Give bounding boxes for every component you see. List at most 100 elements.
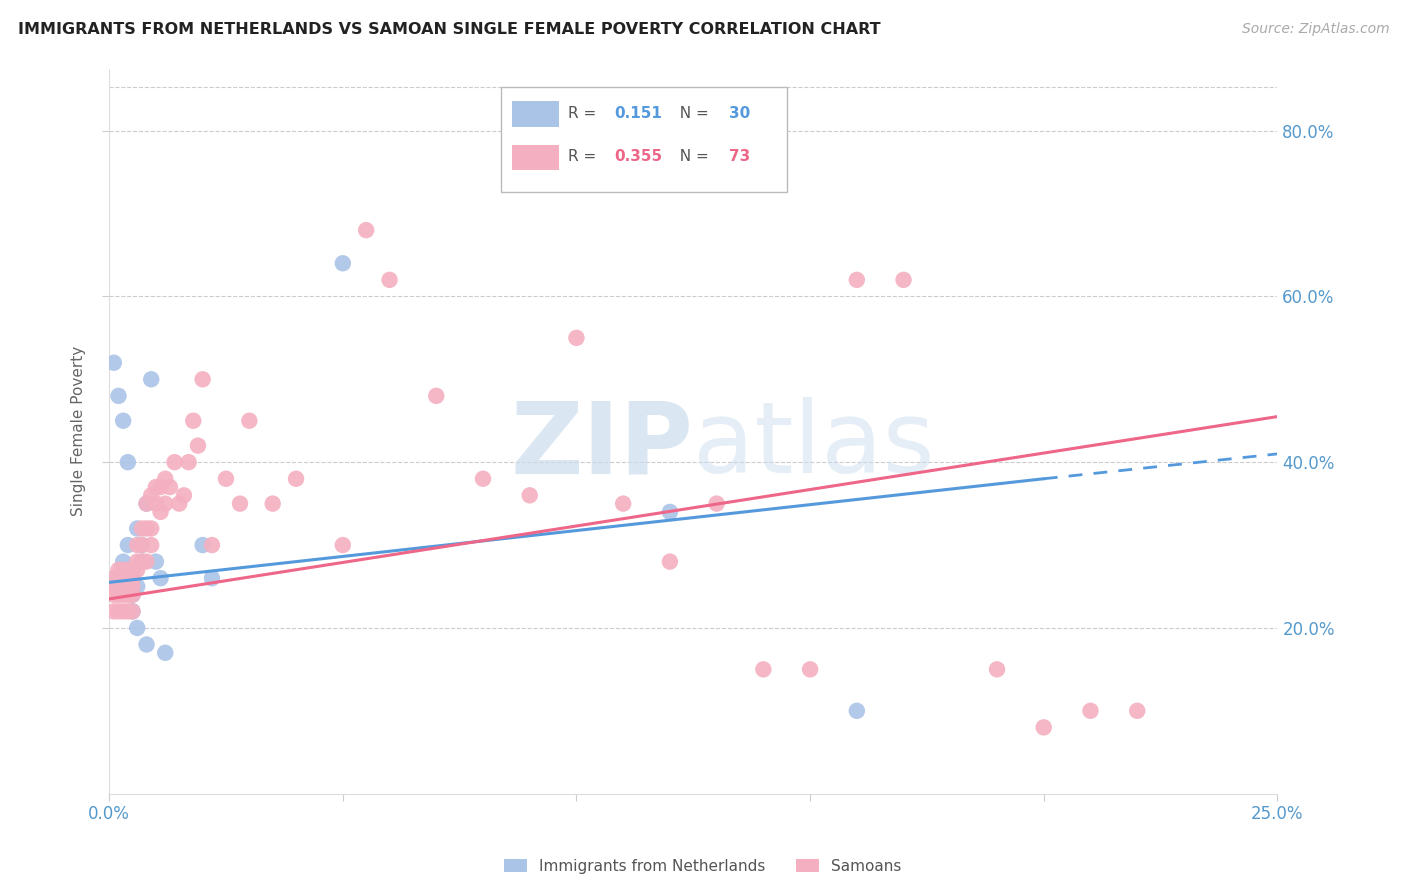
- Point: [285, 472, 308, 486]
- Point: [107, 579, 129, 593]
- Point: [141, 521, 163, 535]
- Point: [121, 579, 143, 593]
- Point: [191, 538, 214, 552]
- Point: [187, 439, 209, 453]
- Point: [191, 372, 214, 386]
- Point: [112, 604, 135, 618]
- Point: [163, 455, 186, 469]
- Point: [127, 521, 149, 535]
- Point: [103, 588, 125, 602]
- Point: [155, 472, 177, 486]
- Point: [107, 604, 129, 618]
- Text: 30: 30: [730, 106, 751, 121]
- Point: [986, 662, 1008, 676]
- Point: [155, 497, 177, 511]
- Point: [117, 563, 139, 577]
- Point: [103, 356, 125, 370]
- Point: [845, 273, 868, 287]
- Y-axis label: Single Female Poverty: Single Female Poverty: [72, 346, 86, 516]
- Point: [103, 571, 125, 585]
- Point: [658, 505, 681, 519]
- Point: [117, 579, 139, 593]
- Point: [201, 571, 224, 585]
- Point: [127, 579, 149, 593]
- Point: [845, 704, 868, 718]
- Point: [121, 588, 143, 602]
- Point: [127, 563, 149, 577]
- Point: [117, 588, 139, 602]
- Point: [103, 579, 125, 593]
- Point: [131, 538, 153, 552]
- Point: [262, 497, 284, 511]
- Point: [706, 497, 728, 511]
- Point: [141, 488, 163, 502]
- FancyBboxPatch shape: [501, 87, 787, 192]
- Text: R =: R =: [568, 150, 602, 164]
- Point: [135, 497, 157, 511]
- Point: [135, 555, 157, 569]
- Point: [103, 604, 125, 618]
- Point: [112, 563, 135, 577]
- Point: [145, 497, 167, 511]
- Point: [131, 555, 153, 569]
- Point: [1080, 704, 1102, 718]
- Point: [135, 638, 157, 652]
- Point: [121, 571, 143, 585]
- Point: [112, 588, 135, 602]
- Point: [121, 604, 143, 618]
- Point: [131, 538, 153, 552]
- Point: [112, 579, 135, 593]
- FancyBboxPatch shape: [512, 145, 560, 170]
- Point: [519, 488, 541, 502]
- Text: R =: R =: [568, 106, 602, 121]
- Legend: Immigrants from Netherlands, Samoans: Immigrants from Netherlands, Samoans: [498, 853, 908, 880]
- Point: [141, 538, 163, 552]
- Point: [131, 521, 153, 535]
- Point: [658, 555, 681, 569]
- Point: [107, 579, 129, 593]
- Text: ZIP: ZIP: [510, 397, 693, 494]
- Point: [103, 571, 125, 585]
- Point: [238, 414, 260, 428]
- Text: 0.355: 0.355: [614, 150, 662, 164]
- Text: N =: N =: [669, 150, 713, 164]
- Point: [121, 588, 143, 602]
- Point: [127, 621, 149, 635]
- Text: 73: 73: [730, 150, 751, 164]
- Point: [107, 588, 129, 602]
- Point: [893, 273, 915, 287]
- Point: [149, 480, 172, 494]
- Point: [332, 538, 354, 552]
- Point: [145, 555, 167, 569]
- Point: [127, 555, 149, 569]
- Point: [112, 571, 135, 585]
- Point: [215, 472, 238, 486]
- Text: N =: N =: [669, 106, 713, 121]
- FancyBboxPatch shape: [512, 101, 560, 127]
- Point: [354, 223, 377, 237]
- Point: [799, 662, 821, 676]
- Point: [201, 538, 224, 552]
- Text: atlas: atlas: [693, 397, 935, 494]
- Point: [135, 497, 157, 511]
- Point: [149, 505, 172, 519]
- Point: [155, 646, 177, 660]
- Point: [112, 555, 135, 569]
- Point: [121, 571, 143, 585]
- Point: [107, 571, 129, 585]
- Text: IMMIGRANTS FROM NETHERLANDS VS SAMOAN SINGLE FEMALE POVERTY CORRELATION CHART: IMMIGRANTS FROM NETHERLANDS VS SAMOAN SI…: [18, 22, 882, 37]
- Point: [131, 555, 153, 569]
- Point: [378, 273, 401, 287]
- Point: [107, 389, 129, 403]
- Point: [177, 455, 200, 469]
- Point: [112, 414, 135, 428]
- Point: [1032, 720, 1054, 734]
- Point: [1126, 704, 1149, 718]
- Point: [121, 563, 143, 577]
- Point: [229, 497, 252, 511]
- Point: [149, 571, 172, 585]
- Point: [117, 455, 139, 469]
- Point: [565, 331, 588, 345]
- Point: [117, 538, 139, 552]
- Point: [112, 563, 135, 577]
